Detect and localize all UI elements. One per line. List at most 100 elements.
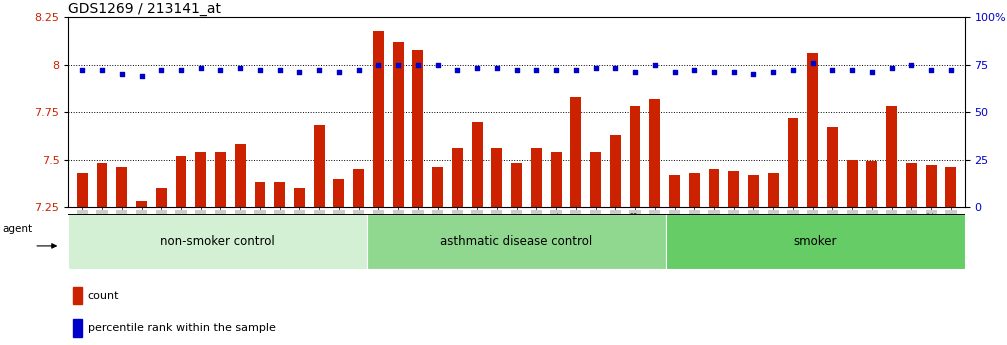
Bar <box>294 188 305 207</box>
Bar <box>787 118 799 207</box>
Bar <box>709 169 719 207</box>
Bar <box>97 163 108 207</box>
Point <box>291 70 307 75</box>
Bar <box>669 175 680 207</box>
Text: asthmatic disease control: asthmatic disease control <box>440 235 593 248</box>
Point <box>726 70 742 75</box>
Point <box>864 70 880 75</box>
Point <box>252 68 268 73</box>
Bar <box>175 156 186 207</box>
Point <box>825 68 841 73</box>
Point <box>488 66 505 71</box>
Point <box>173 68 189 73</box>
Bar <box>77 173 88 207</box>
Bar <box>531 148 542 207</box>
Bar <box>925 165 937 207</box>
Bar <box>689 173 700 207</box>
Point <box>943 68 959 73</box>
Bar <box>886 106 897 207</box>
Bar <box>413 49 423 207</box>
Bar <box>767 173 778 207</box>
Point <box>587 66 603 71</box>
Point <box>430 62 446 68</box>
Bar <box>274 182 285 207</box>
Point <box>745 71 761 77</box>
Text: count: count <box>88 290 119 300</box>
Bar <box>906 163 916 207</box>
Bar <box>590 152 601 207</box>
Bar <box>73 319 82 337</box>
Text: GDS1269 / 213141_at: GDS1269 / 213141_at <box>68 2 222 16</box>
Bar <box>512 163 522 207</box>
Point <box>134 73 150 79</box>
Bar <box>471 121 482 207</box>
Point <box>686 68 702 73</box>
Point <box>272 68 288 73</box>
Bar <box>156 188 167 207</box>
Bar <box>728 171 739 207</box>
Point <box>784 68 801 73</box>
Text: percentile rank within the sample: percentile rank within the sample <box>88 323 276 333</box>
Text: smoker: smoker <box>794 235 837 248</box>
Bar <box>748 175 759 207</box>
Bar <box>393 42 404 207</box>
Bar <box>215 152 226 207</box>
Point <box>529 68 545 73</box>
Point <box>350 68 367 73</box>
Bar <box>629 106 640 207</box>
Bar <box>353 169 365 207</box>
Point <box>410 62 426 68</box>
Bar <box>195 152 206 207</box>
Text: agent: agent <box>2 224 32 234</box>
Bar <box>808 53 818 207</box>
Bar <box>255 182 266 207</box>
Point <box>233 66 249 71</box>
Point <box>765 70 781 75</box>
Bar <box>136 201 147 207</box>
Bar <box>452 148 463 207</box>
Bar <box>333 178 344 207</box>
Point <box>923 68 940 73</box>
Point <box>75 68 91 73</box>
Point <box>192 66 208 71</box>
Bar <box>666 214 965 269</box>
Point <box>212 68 229 73</box>
Bar <box>866 161 877 207</box>
Point <box>646 62 663 68</box>
Point <box>548 68 564 73</box>
Bar <box>827 127 838 207</box>
Point <box>568 68 584 73</box>
Point <box>94 68 110 73</box>
Point <box>469 66 485 71</box>
Bar <box>68 214 368 269</box>
Bar <box>570 97 581 207</box>
Point <box>627 70 643 75</box>
Point <box>844 68 860 73</box>
Point <box>509 68 525 73</box>
Point <box>607 66 623 71</box>
Point <box>667 70 683 75</box>
Point <box>331 70 347 75</box>
Point <box>371 62 387 68</box>
Point <box>706 70 722 75</box>
Point <box>153 68 169 73</box>
Bar <box>610 135 620 207</box>
Bar <box>551 152 562 207</box>
Bar <box>946 167 957 207</box>
Bar <box>117 167 127 207</box>
Point <box>903 62 919 68</box>
Bar <box>847 159 858 207</box>
Text: non-smoker control: non-smoker control <box>160 235 275 248</box>
Bar <box>73 287 82 304</box>
Bar <box>432 167 443 207</box>
Point <box>805 60 821 66</box>
Bar <box>491 148 502 207</box>
Point <box>311 68 327 73</box>
Point <box>883 66 899 71</box>
Bar <box>373 31 384 207</box>
Bar <box>235 144 246 207</box>
Bar <box>368 214 666 269</box>
Point <box>114 71 130 77</box>
Bar <box>314 126 324 207</box>
Point <box>390 62 406 68</box>
